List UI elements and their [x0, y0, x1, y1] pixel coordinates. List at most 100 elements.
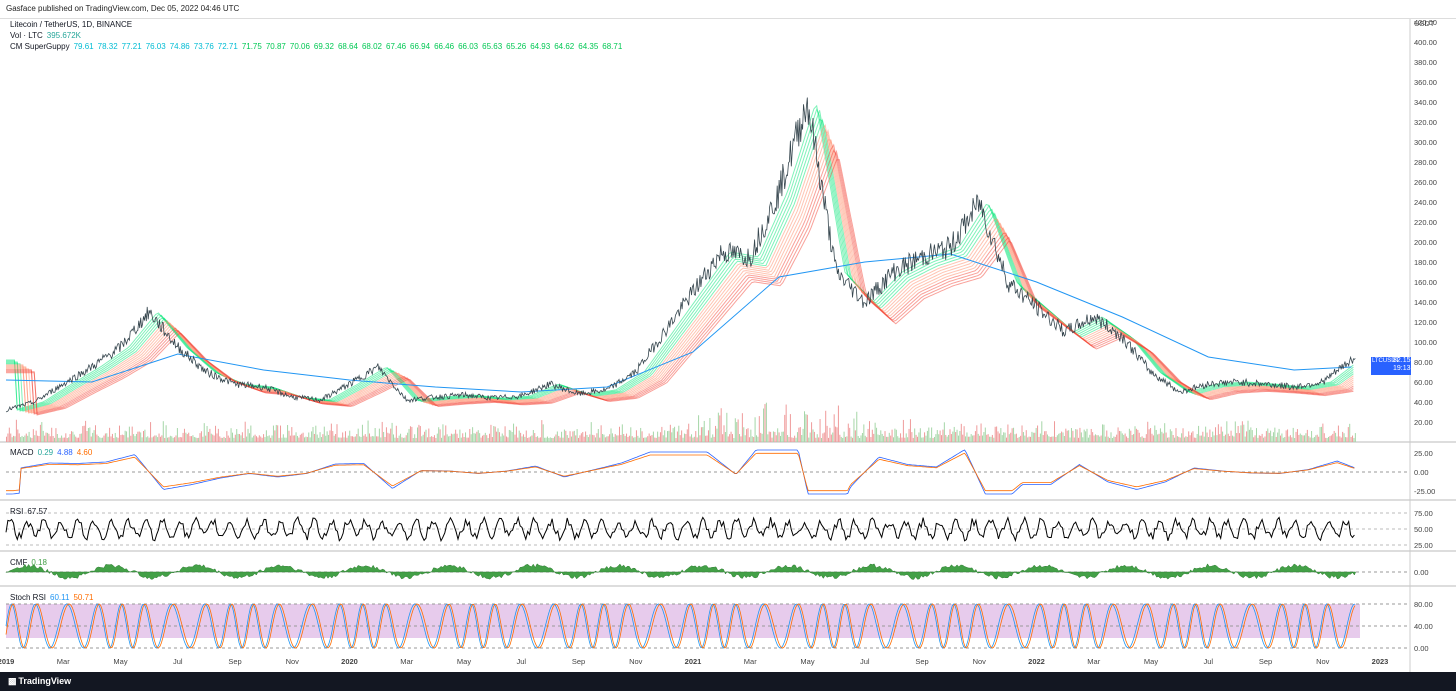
volume-bar: [693, 436, 695, 442]
volume-bar: [1168, 437, 1170, 442]
volume-bar: [668, 430, 670, 442]
volume-bar: [1227, 433, 1229, 442]
volume-bar: [315, 425, 317, 442]
volume-bar: [1271, 436, 1273, 442]
volume-bar: [255, 436, 257, 442]
volume-bar: [1079, 427, 1081, 442]
rsi-tick-label: 25.00: [1414, 541, 1433, 550]
macd-line: [6, 449, 1355, 495]
volume-bar: [813, 431, 815, 442]
volume-bar: [123, 435, 125, 442]
volume-bar: [1257, 437, 1259, 442]
volume-bar: [339, 437, 341, 442]
volume-bar: [82, 426, 84, 442]
volume-bar: [246, 436, 248, 442]
volume-bar: [196, 437, 198, 442]
volume-bar: [1339, 436, 1341, 442]
volume-bar: [330, 423, 332, 442]
x-tick-label: Nov: [973, 657, 987, 666]
volume-bar: [974, 431, 976, 442]
volume-bar: [638, 437, 640, 442]
volume-bar: [397, 437, 399, 442]
volume-bar: [1015, 433, 1017, 442]
volume-bar: [359, 436, 361, 442]
volume-bar: [1116, 434, 1118, 442]
volume-bar: [651, 435, 653, 442]
volume-bar: [1034, 432, 1036, 442]
volume-bar: [628, 435, 630, 442]
volume-bar: [825, 410, 827, 442]
volume-bar: [63, 437, 65, 442]
volume-bar: [713, 436, 715, 442]
volume-bar: [103, 435, 105, 442]
volume-bar: [165, 425, 167, 442]
volume-bar: [328, 434, 330, 442]
guppy-value: 65.26: [506, 42, 527, 51]
volume-bar: [1237, 426, 1239, 442]
volume-bar: [318, 437, 320, 442]
volume-bar: [652, 431, 654, 442]
volume-bar: [647, 436, 649, 442]
y-tick-label: 100.00: [1414, 338, 1437, 347]
volume-bar: [344, 431, 346, 442]
volume-bar: [80, 433, 82, 442]
volume-bar: [346, 437, 348, 442]
volume-bar: [819, 419, 821, 442]
volume-bar: [1005, 437, 1007, 442]
volume-bar: [1182, 428, 1184, 442]
volume-bar: [1164, 423, 1166, 442]
volume-bar: [30, 437, 32, 442]
volume-bar: [111, 433, 113, 442]
volume-bar: [370, 436, 372, 442]
volume-bar: [401, 437, 403, 442]
stoch-label: Stoch RSI: [10, 593, 47, 602]
volume-bar: [147, 436, 149, 442]
volume-bar: [765, 402, 767, 442]
volume-bar: [1209, 429, 1211, 442]
volume-bar: [669, 424, 671, 442]
volume-bar: [79, 433, 81, 442]
cmf-area: [5, 563, 1357, 580]
volume-bar: [289, 435, 291, 442]
volume-bar: [700, 427, 702, 442]
volume-bar: [1272, 432, 1274, 442]
volume-bar: [850, 436, 852, 442]
volume-bar: [1306, 429, 1308, 442]
volume-bar: [621, 424, 623, 442]
volume-bar: [648, 433, 650, 442]
volume-bar: [1189, 435, 1191, 442]
stoch-tick-label: 80.00: [1414, 600, 1433, 609]
rsi-tick-label: 75.00: [1414, 509, 1433, 518]
volume-bar: [1049, 436, 1051, 442]
volume-bar: [175, 435, 177, 442]
volume-bar: [168, 437, 170, 442]
volume-bar: [928, 427, 930, 442]
volume-bar: [476, 431, 478, 442]
volume-bar: [788, 436, 790, 442]
volume-bar: [561, 431, 563, 442]
volume-bar: [1288, 436, 1290, 442]
volume-bar: [1096, 435, 1098, 442]
volume-bar: [691, 434, 693, 442]
volume-bar: [285, 437, 287, 442]
volume-bar: [497, 428, 499, 442]
macd-tick-label: 25.00: [1414, 449, 1433, 458]
volume-bar: [1113, 436, 1115, 442]
volume-bar: [1158, 433, 1160, 442]
volume-bar: [1092, 432, 1094, 442]
volume-bar: [1042, 435, 1044, 442]
volume-bar: [503, 435, 505, 442]
volume-bar: [1240, 425, 1242, 442]
volume-bar: [486, 435, 488, 442]
volume-bar: [116, 437, 118, 442]
macd-signal-value: 4.60: [76, 448, 93, 457]
macd-label: MACD: [10, 448, 34, 457]
volume-bar: [158, 433, 160, 442]
volume-bar: [1039, 433, 1041, 442]
volume-bar: [1097, 435, 1099, 442]
volume-bar: [1233, 436, 1235, 442]
guppy-value: 68.64: [337, 42, 358, 51]
volume-bar: [981, 435, 983, 442]
volume-bar: [1196, 434, 1198, 442]
